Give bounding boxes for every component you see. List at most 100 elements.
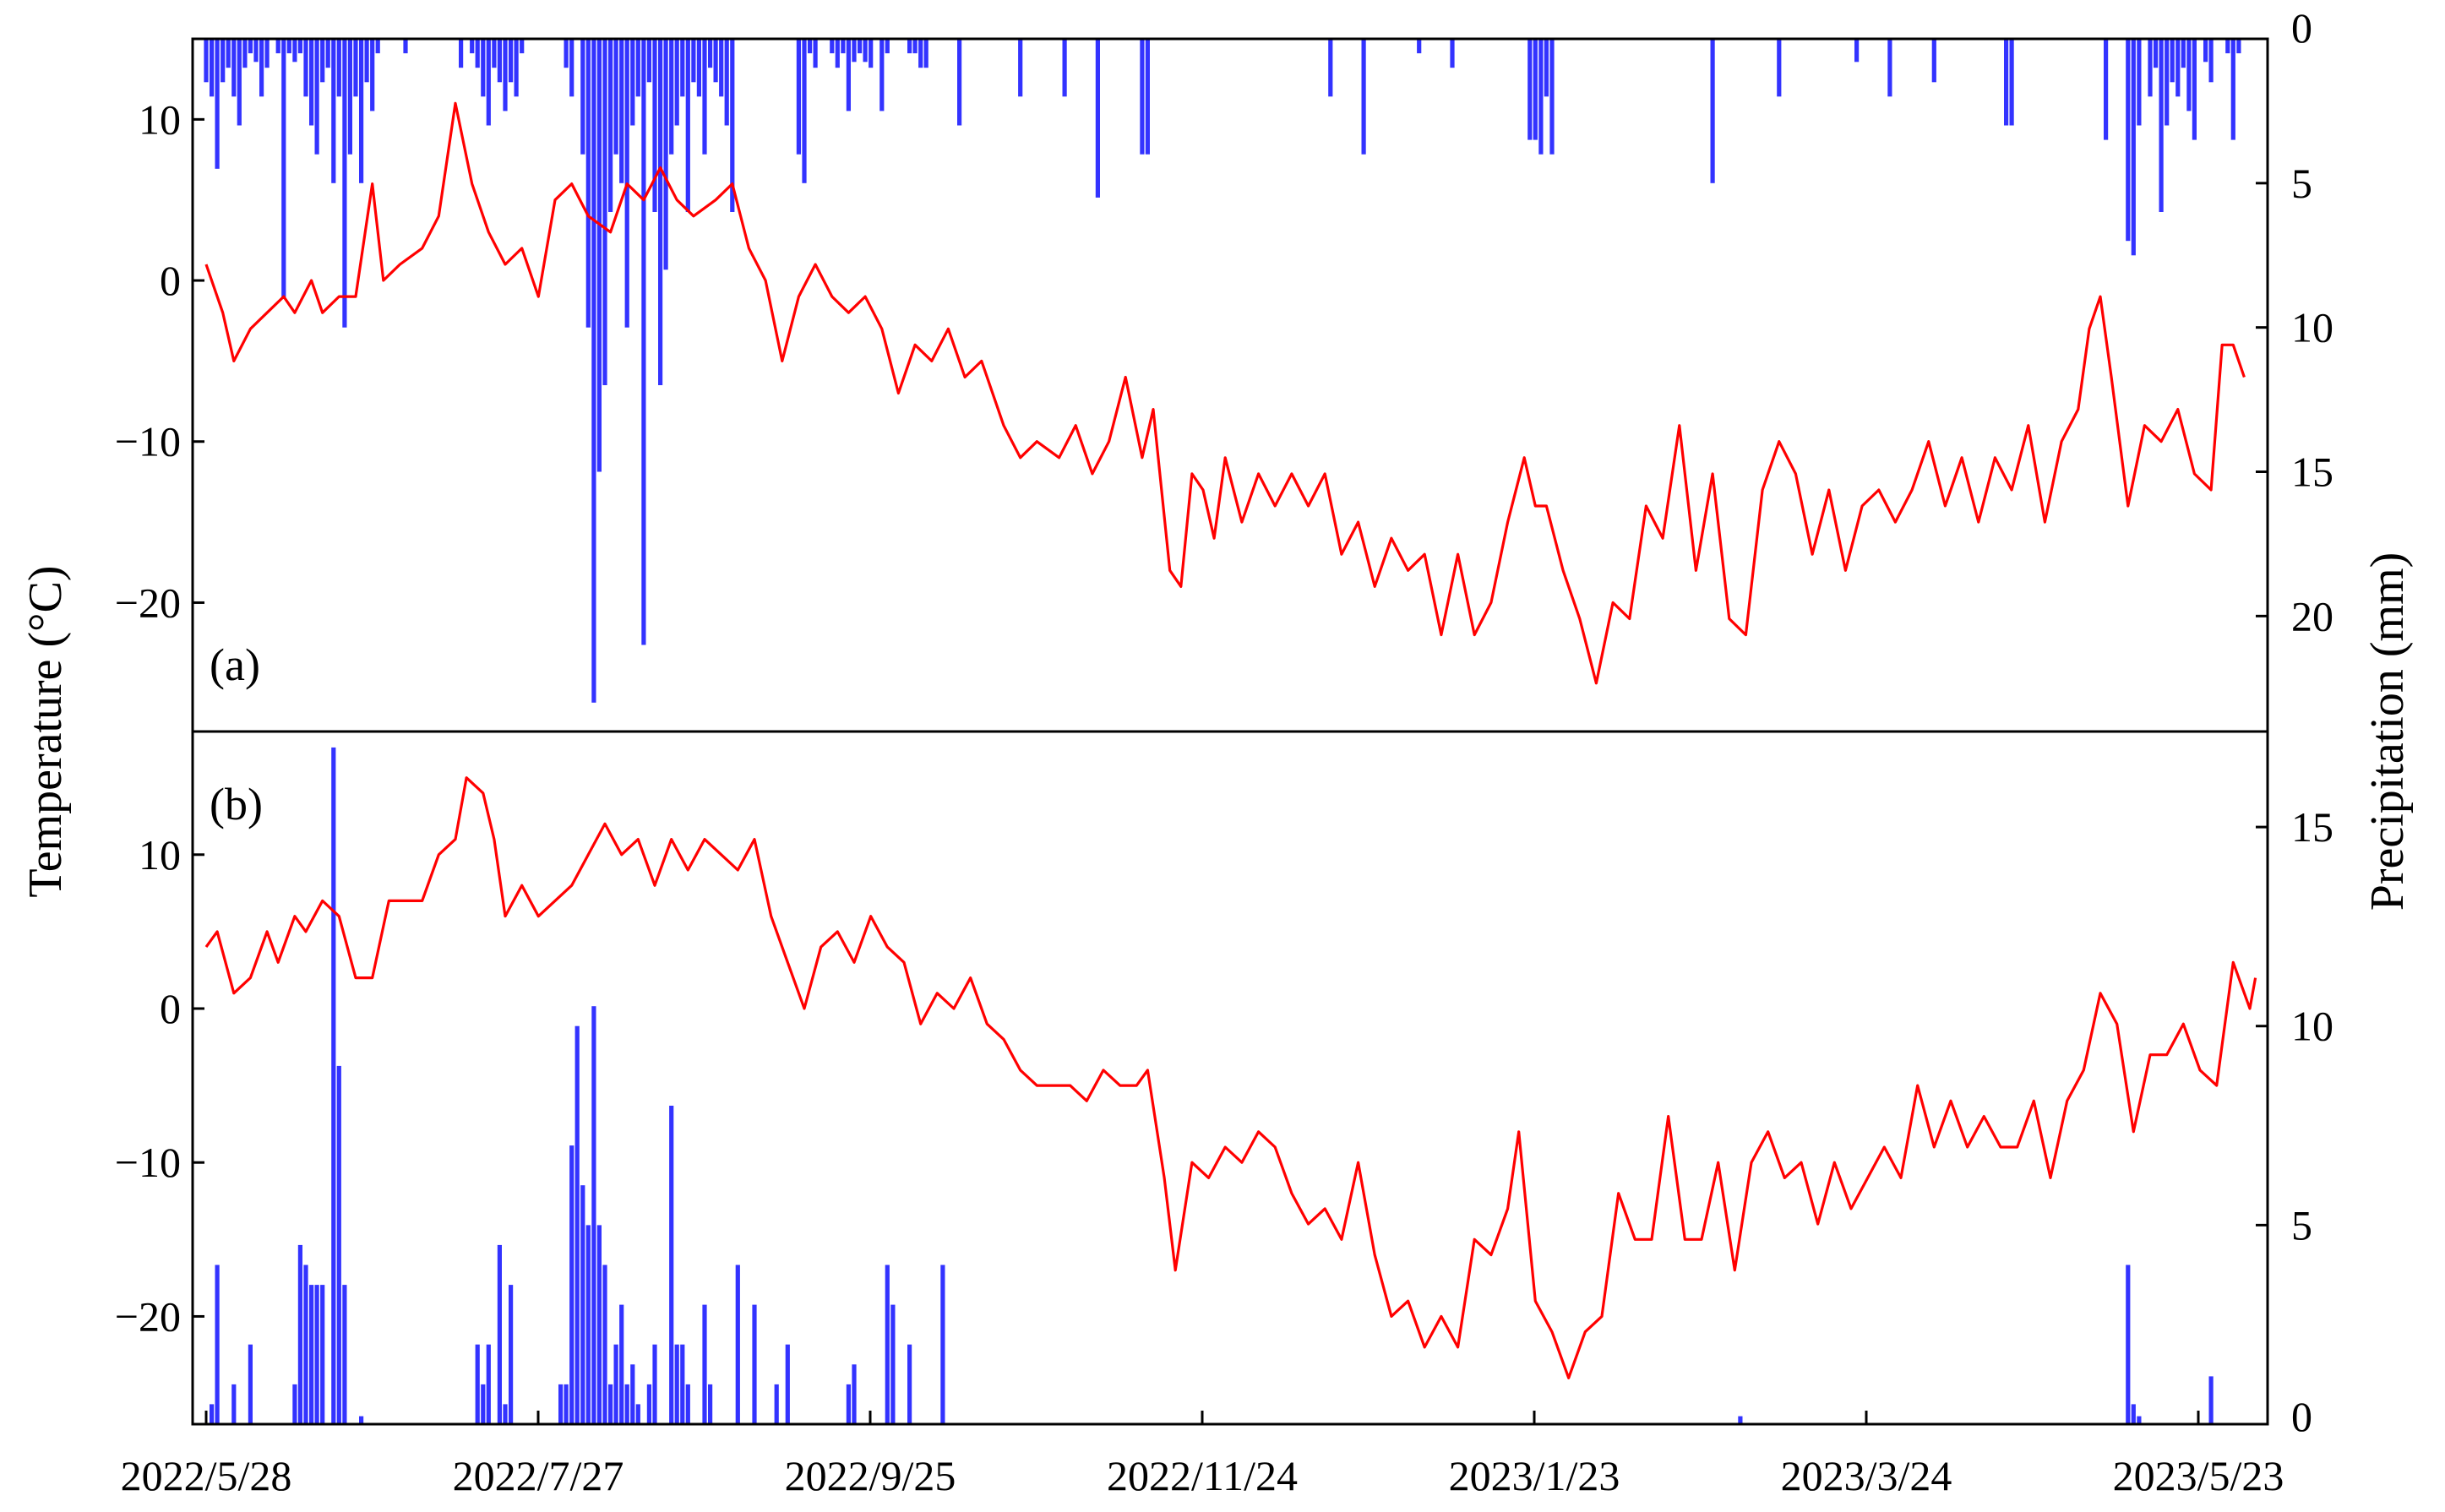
- panel-a-precip-bar-20: [320, 39, 325, 83]
- panel-a-precip-bar-6: [237, 39, 242, 126]
- panel-a-precip-bar-79: [841, 39, 846, 54]
- panel-b-precip-bar-4: [292, 1384, 297, 1424]
- panel-b-precip-bar-42: [708, 1384, 713, 1424]
- panel-a-precip-bar-124: [2186, 39, 2192, 111]
- panel-a-precip-bar-125: [2192, 39, 2197, 140]
- panel-a-precip-bar-34: [475, 39, 480, 68]
- panel-a-precip-bar-30: [375, 39, 380, 54]
- panel-b-precip-bar-3: [248, 1344, 253, 1424]
- panel-a-precip-bar-0: [204, 39, 209, 83]
- panel-a-precip-bar-80: [846, 39, 851, 111]
- panel-a-precip-bar-74: [802, 39, 807, 183]
- panel-b-precip-bar-28: [602, 1265, 607, 1424]
- panel-a-precip-bar-65: [691, 39, 696, 83]
- panel-a-precip-bar-37: [492, 39, 497, 68]
- panel-a-precip-bar-67: [702, 39, 707, 155]
- panel-b-precip-bar-49: [885, 1265, 890, 1424]
- panel-b-temperature-line: [204, 776, 2257, 1379]
- panel-a-precip-bar-33: [470, 39, 475, 54]
- panel-b-precip-bar-39: [680, 1344, 685, 1424]
- x-axis: 2022/5/28 2022/7/27 2022/9/25 2022/11/24 202…: [121, 1411, 2284, 1499]
- panel-b-precip-bar-20: [558, 1384, 564, 1424]
- panel-a-precip-bar-21: [325, 39, 330, 68]
- panel-b-precip-bar-52: [940, 1265, 945, 1424]
- panel-a-precip-bar-119: [2159, 39, 2164, 212]
- panel-a-precip-bar-72: [730, 39, 735, 212]
- panel-a-precip-bar-52: [619, 39, 624, 183]
- panel-b-precip-bar-33: [630, 1364, 635, 1424]
- panel-a-precip-bar-78: [835, 39, 840, 68]
- panel-a-precip-bar-98: [1361, 39, 1366, 155]
- panel-a-precip-bar-49: [602, 39, 607, 385]
- panel-b-precip-bar-36: [652, 1344, 657, 1424]
- panel-a-precip-bar-113: [2104, 39, 2109, 140]
- panel-a-precip-bar-46: [585, 39, 591, 328]
- panel-a-precip-bar-9: [253, 39, 259, 63]
- panel-b-precip-bar-35: [646, 1384, 651, 1424]
- panel-a-precip-bar-91: [957, 39, 962, 126]
- panel-b-precip-bar-56: [2137, 1416, 2142, 1424]
- panel-a-precip-bar-55: [635, 39, 640, 97]
- panel-a-precip-bar-105: [1549, 39, 1555, 155]
- panel-a-precip-bar-62: [674, 39, 679, 126]
- panel-a-precip-bar-123: [2181, 39, 2186, 68]
- panel-a-precip-bar-28: [364, 39, 369, 83]
- panel-b-precip-bar-13: [359, 1416, 364, 1424]
- panel-a-precip-bar-97: [1328, 39, 1333, 97]
- panel-a-precip-bar-22: [331, 39, 336, 183]
- panel-a-precip-bar-26: [353, 39, 358, 97]
- panel-a-precip-bar-60: [663, 39, 668, 270]
- panel-b-precip-bar-26: [591, 1006, 596, 1424]
- x-tick-label-1: 2022/7/27: [453, 1452, 624, 1499]
- panel-b-precip-bar-29: [608, 1384, 613, 1424]
- panel-b-precip-tick-label-0: 0: [2291, 1393, 2312, 1440]
- panel-a-precip-tick-label-0: 0: [2291, 4, 2312, 52]
- panel-a-precip-bar-19: [314, 39, 319, 155]
- panel-a-precip-bar-64: [685, 39, 690, 212]
- panel-b-precip-bar-23: [574, 1025, 580, 1424]
- panel-a-precip-bar-89: [918, 39, 923, 68]
- panel-a-precip-bar-111: [2004, 39, 2009, 126]
- panel-b-precip-bar-11: [336, 1065, 341, 1424]
- panel-a-precip-bar-2: [215, 39, 220, 169]
- panel-a-precip-bar-127: [2208, 39, 2214, 83]
- panel-b-temp-tick-label-0: 10: [139, 831, 181, 878]
- panel-b-precip-bar-38: [674, 1344, 679, 1424]
- panel-a: 10 0 −10 −20 0 5 10 15 20 (a): [115, 4, 2333, 703]
- panel-a-precip-bar-29: [370, 39, 375, 111]
- panel-a-precip-bar-100: [1450, 39, 1455, 68]
- x-tick-label-0: 2022/5/28: [121, 1452, 292, 1499]
- panel-a-precip-bar-61: [669, 39, 674, 155]
- panel-a-precip-bar-99: [1417, 39, 1422, 54]
- panel-a-precip-bar-85: [879, 39, 885, 111]
- panel-a-precip-bar-31: [403, 39, 408, 54]
- panel-a-temp-tick-label-0: 10: [139, 95, 181, 143]
- panel-a-precip-bar-39: [503, 39, 508, 111]
- panel-b-precip-bar-54: [2126, 1265, 2131, 1424]
- panel-b-precip-bar-45: [774, 1384, 779, 1424]
- panel-a-precip-bar-42: [520, 39, 525, 54]
- panel-a-precip-bar-116: [2137, 39, 2142, 126]
- panel-a-precip-bar-45: [580, 39, 585, 155]
- panel-a-precip-bar-70: [719, 39, 724, 97]
- panel-a-precip-tick-label-1: 5: [2291, 160, 2312, 207]
- panel-a-precip-bar-63: [680, 39, 685, 97]
- panel-a-precip-bar-25: [347, 39, 352, 155]
- panel-b-precip-bar-8: [314, 1285, 319, 1424]
- panel-b-precip-bar-44: [752, 1304, 757, 1424]
- panel-a-precip-bar-3: [221, 39, 226, 83]
- panel-b-precip-bar-57: [2208, 1376, 2214, 1424]
- panel-b-precip-bar-30: [613, 1344, 618, 1424]
- panel-b-precip-bar-48: [852, 1364, 857, 1424]
- panel-a-precip-bar-54: [630, 39, 635, 126]
- panel-a-precip-bar-18: [309, 39, 314, 126]
- panel-a-precip-bar-87: [907, 39, 912, 54]
- panel-b-precip-tick-label-2: 10: [2291, 1003, 2333, 1050]
- panel-a-precip-tick-label-2: 10: [2291, 304, 2333, 351]
- panel-b-precip-bar-34: [635, 1404, 640, 1424]
- panel-a-precip-bar-76: [813, 39, 818, 68]
- panel-a-precip-bar-68: [708, 39, 713, 68]
- panel-a-precip-bar-110: [1931, 39, 1936, 83]
- panel-a-precip-bar-27: [359, 39, 364, 183]
- panel-a-precip-bar-36: [486, 39, 491, 126]
